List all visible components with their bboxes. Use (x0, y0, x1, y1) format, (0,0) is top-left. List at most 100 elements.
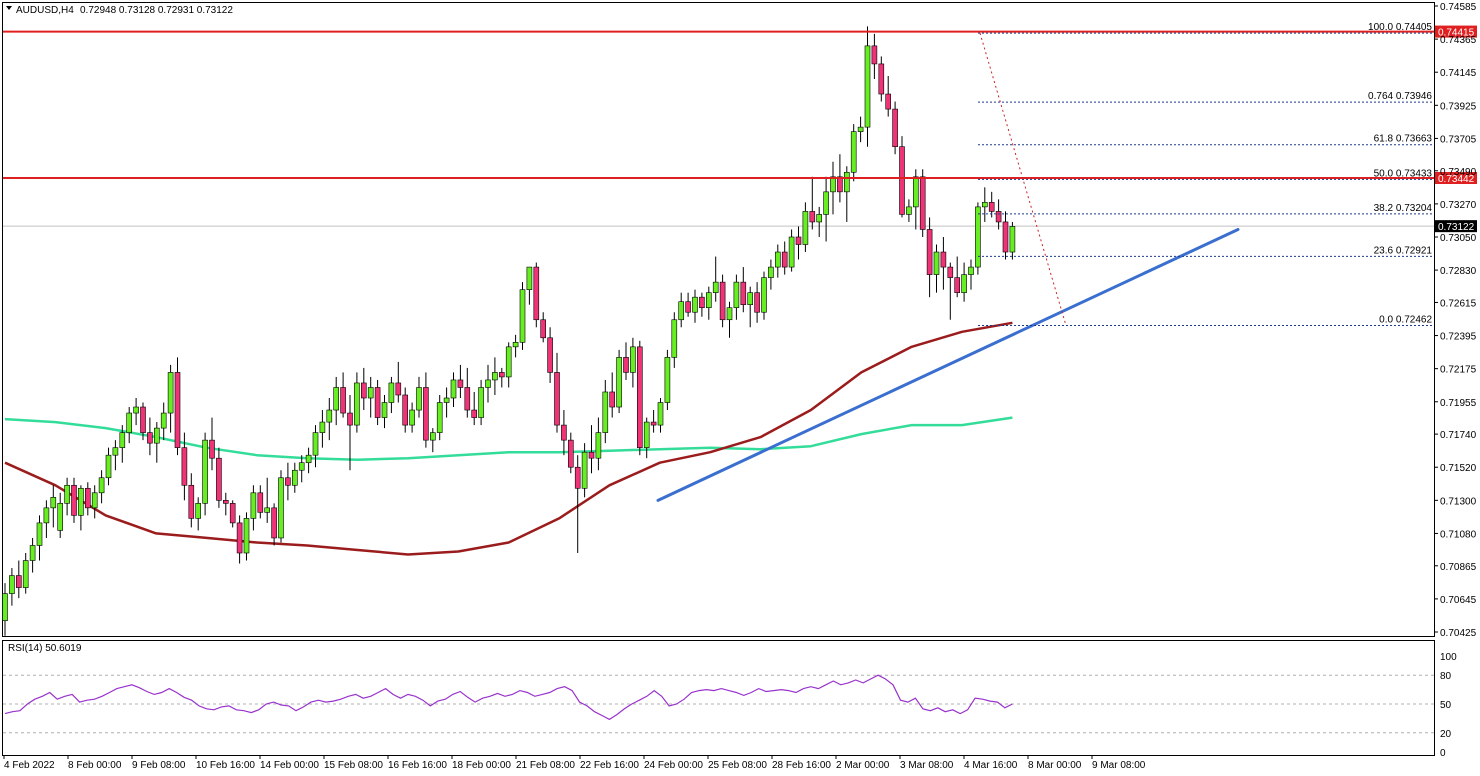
candle-body[interactable] (657, 402, 664, 426)
candle-body[interactable] (43, 507, 50, 524)
candle-body[interactable] (22, 560, 29, 588)
candle-body[interactable] (15, 575, 22, 588)
candle-body[interactable] (78, 487, 84, 516)
candle-body[interactable] (1002, 221, 1009, 253)
candle-body[interactable] (271, 507, 277, 539)
candle-body[interactable] (809, 211, 816, 223)
candle-body[interactable] (774, 251, 781, 268)
candle-body[interactable] (416, 387, 422, 411)
candle-body[interactable] (664, 357, 671, 403)
candle-body[interactable] (823, 191, 829, 215)
candle-body[interactable] (699, 296, 705, 309)
candle-body[interactable] (57, 503, 64, 531)
candle-body[interactable] (540, 319, 547, 339)
candle-body[interactable] (229, 503, 236, 524)
candle-body[interactable] (354, 382, 360, 426)
candle-body[interactable] (636, 346, 643, 448)
candle-body[interactable] (443, 397, 450, 403)
candle-body[interactable] (291, 469, 298, 486)
candle-body[interactable] (988, 202, 995, 212)
candle-body[interactable] (2, 593, 8, 622)
candle-body[interactable] (209, 439, 215, 459)
candle-body[interactable] (781, 251, 788, 268)
candle-body[interactable] (457, 379, 464, 388)
candle-body[interactable] (726, 307, 733, 321)
candle-body[interactable] (864, 45, 871, 128)
candle-body[interactable] (692, 296, 698, 313)
candle-body[interactable] (643, 421, 650, 448)
candle-body[interactable] (216, 457, 222, 501)
candle-body[interactable] (485, 379, 491, 388)
candle-body[interactable] (837, 176, 843, 193)
candle-body[interactable] (347, 412, 353, 426)
candle-body[interactable] (333, 387, 340, 411)
candle-body[interactable] (167, 372, 174, 414)
candle-body[interactable] (705, 292, 712, 309)
candle-body[interactable] (574, 466, 581, 489)
candle-body[interactable] (933, 251, 940, 275)
candle-body[interactable] (85, 487, 91, 509)
candle-body[interactable] (112, 447, 119, 456)
candle-body[interactable] (360, 382, 367, 399)
candle-body[interactable] (830, 176, 836, 193)
candle-body[interactable] (519, 289, 526, 343)
candle-body[interactable] (650, 421, 657, 426)
candle-body[interactable] (188, 484, 195, 519)
candle-body[interactable] (623, 357, 629, 373)
rsi-pane-frame[interactable] (2, 640, 1435, 756)
candle-body[interactable] (471, 409, 478, 418)
candle-body[interactable] (754, 292, 760, 313)
rsi-line[interactable] (4, 674, 1013, 721)
candle-body[interactable] (968, 266, 974, 275)
candle-body[interactable] (9, 575, 15, 594)
candle-body[interactable] (140, 406, 146, 433)
candle-body[interactable] (381, 402, 388, 418)
candle-body[interactable] (843, 171, 850, 193)
candle-body[interactable] (719, 281, 726, 321)
candle-body[interactable] (912, 176, 919, 208)
candle-body[interactable] (285, 477, 291, 486)
candle-body[interactable] (906, 206, 912, 215)
candle-body[interactable] (512, 342, 519, 348)
candle-body[interactable] (340, 387, 346, 414)
candle-body[interactable] (926, 229, 933, 275)
main-chart-frame[interactable] (2, 2, 1435, 637)
candle-body[interactable] (747, 292, 754, 306)
candle-body[interactable] (298, 462, 305, 471)
candle-body[interactable] (374, 387, 381, 418)
candle-body[interactable] (788, 236, 795, 268)
candle-body[interactable] (816, 214, 823, 223)
chart-menu-triangle-icon[interactable] (6, 6, 12, 10)
candle-body[interactable] (326, 409, 333, 423)
candle-body[interactable] (250, 492, 257, 519)
candle-body[interactable] (547, 337, 553, 373)
candle-body[interactable] (409, 409, 415, 426)
candle-body[interactable] (126, 412, 132, 433)
candle-body[interactable] (133, 406, 139, 414)
candle-body[interactable] (195, 503, 201, 519)
ascending-trendline[interactable] (656, 227, 1240, 502)
candle-body[interactable] (257, 492, 264, 513)
candle-body[interactable] (119, 432, 126, 448)
candle-body[interactable] (223, 500, 229, 504)
candle-body[interactable] (630, 346, 636, 373)
candle-body[interactable] (478, 387, 484, 418)
candle-body[interactable] (91, 492, 98, 509)
candle-body[interactable] (588, 451, 595, 459)
candle-body[interactable] (264, 507, 271, 513)
candle-body[interactable] (533, 266, 540, 321)
candle-body[interactable] (602, 391, 609, 433)
candle-body[interactable] (892, 108, 898, 147)
candle-body[interactable] (685, 301, 691, 313)
candle-body[interactable] (319, 421, 326, 433)
candle-body[interactable] (243, 518, 250, 554)
candle-body[interactable] (595, 432, 602, 459)
candle-body[interactable] (29, 545, 36, 561)
candle-body[interactable] (160, 412, 167, 429)
candle-body[interactable] (202, 439, 208, 504)
candle-body[interactable] (995, 211, 1002, 223)
candle-body[interactable] (947, 266, 954, 278)
candle-body[interactable] (436, 402, 443, 433)
candle-body[interactable] (885, 93, 892, 110)
candle-body[interactable] (740, 281, 747, 306)
